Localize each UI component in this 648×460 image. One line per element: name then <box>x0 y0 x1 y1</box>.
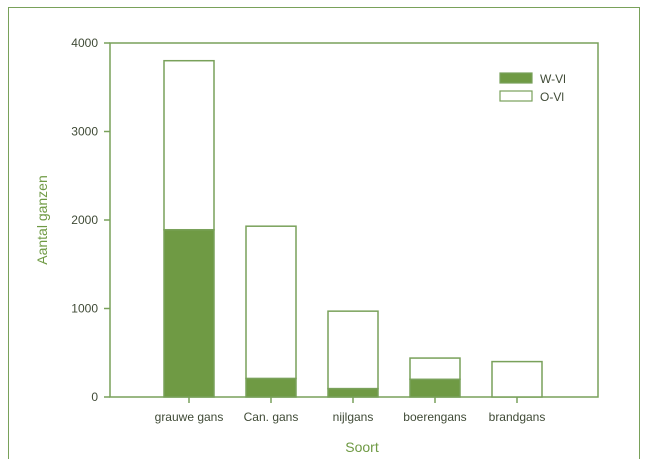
y-tick-label: 1000 <box>71 302 98 316</box>
bar-segment-w-vl <box>327 387 379 398</box>
y-axis-title: Aantal ganzen <box>34 175 50 265</box>
bar-segment-o-vl <box>491 360 543 398</box>
x-tick-label: brandgans <box>489 410 546 424</box>
x-tick-label: grauwe gans <box>155 410 224 424</box>
bars-group <box>163 59 543 398</box>
legend-swatch <box>499 90 533 102</box>
x-axis-title: Soort <box>345 439 379 455</box>
legend-swatch <box>499 72 533 84</box>
x-tick-label: Can. gans <box>244 410 299 424</box>
y-tick-label: 0 <box>91 390 98 404</box>
bar-segment-o-vl <box>409 357 461 381</box>
y-axis: 0 1000 2000 3000 4000 <box>71 36 110 404</box>
y-tick-label: 2000 <box>71 213 98 227</box>
x-tick-label: boerengans <box>403 410 466 424</box>
y-tick-label: 3000 <box>71 125 98 139</box>
bar-segment-o-vl <box>163 59 215 231</box>
legend: W-Vl O-Vl <box>499 72 566 104</box>
x-tick-label: nijlgans <box>333 410 374 424</box>
figure-frame <box>8 7 640 459</box>
bar-segment-o-vl <box>327 310 379 390</box>
x-axis: grauwe gans Can. gans nijlgans boerengans br… <box>155 397 546 424</box>
legend-label: W-Vl <box>540 72 566 86</box>
legend-label: O-Vl <box>540 90 564 104</box>
y-tick-label: 4000 <box>71 36 98 50</box>
bar-segment-o-vl <box>245 225 297 380</box>
bar-segment-w-vl <box>245 377 297 398</box>
bar-segment-w-vl <box>409 378 461 398</box>
bar-segment-w-vl <box>163 228 215 398</box>
